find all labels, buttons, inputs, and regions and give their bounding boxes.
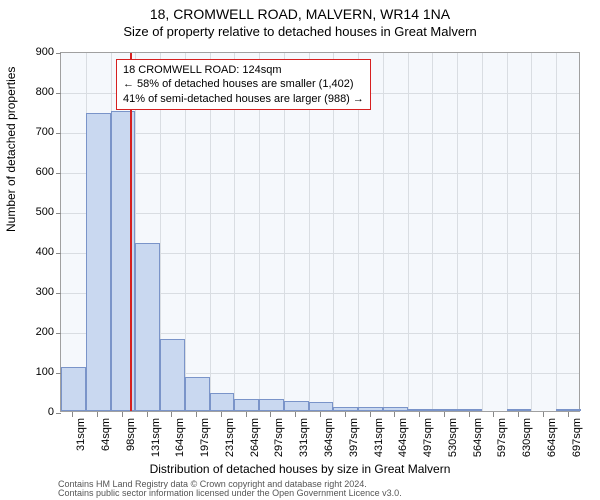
histogram-bar [185, 377, 210, 411]
xtick-mark [246, 412, 247, 417]
gridline-v [383, 53, 384, 411]
xtick-label: 664sqm [546, 418, 558, 478]
xtick-label: 98sqm [125, 418, 137, 478]
gridline-v [507, 53, 508, 411]
histogram-bar [358, 407, 383, 411]
histogram-bar [284, 401, 309, 411]
xtick-mark [196, 412, 197, 417]
gridline-v [457, 53, 458, 411]
gridline-v [482, 53, 483, 411]
xtick-mark [394, 412, 395, 417]
ytick-mark [56, 173, 61, 174]
xtick-mark [221, 412, 222, 417]
xtick-mark [493, 412, 494, 417]
ytick-mark [56, 333, 61, 334]
xtick-mark [97, 412, 98, 417]
xtick-label: 297sqm [273, 418, 285, 478]
xtick-label: 164sqm [174, 418, 186, 478]
histogram-bar [234, 399, 259, 411]
xtick-mark [370, 412, 371, 417]
xtick-label: 31sqm [75, 418, 87, 478]
xtick-label: 64sqm [100, 418, 112, 478]
xtick-mark [171, 412, 172, 417]
histogram-bar [160, 339, 185, 411]
xtick-label: 231sqm [224, 418, 236, 478]
xtick-label: 331sqm [298, 418, 310, 478]
histogram-bar [507, 409, 532, 411]
xtick-mark [444, 412, 445, 417]
histogram-bar [408, 409, 433, 411]
histogram-bar [210, 393, 235, 411]
ytick-mark [56, 253, 61, 254]
xtick-label: 697sqm [571, 418, 583, 478]
histogram-bar [259, 399, 284, 411]
ytick-label: 500 [6, 206, 54, 218]
histogram-bar [86, 113, 111, 411]
gridline-v [556, 53, 557, 411]
xtick-mark [270, 412, 271, 417]
xtick-label: 497sqm [422, 418, 434, 478]
annotation-line: 41% of semi-detached houses are larger (… [123, 92, 364, 106]
page-title: 18, CROMWELL ROAD, MALVERN, WR14 1NA [0, 6, 600, 24]
xtick-label: 364sqm [323, 418, 335, 478]
ytick-mark [56, 213, 61, 214]
xtick-label: 197sqm [199, 418, 211, 478]
xtick-mark [147, 412, 148, 417]
xtick-label: 397sqm [348, 418, 360, 478]
ytick-mark [56, 413, 61, 414]
gridline-v [432, 53, 433, 411]
ytick-label: 400 [6, 246, 54, 258]
gridline-h [61, 213, 579, 214]
xtick-mark [72, 412, 73, 417]
chart-plot-area: 18 CROMWELL ROAD: 124sqm← 58% of detache… [60, 52, 580, 412]
histogram-bar [309, 402, 334, 411]
histogram-bar [457, 409, 482, 411]
ytick-label: 600 [6, 166, 54, 178]
xtick-mark [568, 412, 569, 417]
ytick-mark [56, 133, 61, 134]
ytick-mark [56, 53, 61, 54]
ytick-label: 900 [6, 46, 54, 58]
gridline-v [408, 53, 409, 411]
gridline-h [61, 133, 579, 134]
xtick-label: 530sqm [447, 418, 459, 478]
xtick-label: 597sqm [496, 418, 508, 478]
xtick-mark [320, 412, 321, 417]
gridline-h [61, 173, 579, 174]
chart-footnote: Contains HM Land Registry data © Crown c… [58, 480, 402, 499]
ytick-label: 800 [6, 86, 54, 98]
xtick-mark [469, 412, 470, 417]
gridline-v [531, 53, 532, 411]
ytick-label: 0 [6, 406, 54, 418]
annotation-box: 18 CROMWELL ROAD: 124sqm← 58% of detache… [116, 59, 371, 110]
xtick-label: 431sqm [373, 418, 385, 478]
histogram-bar [556, 409, 581, 411]
xtick-label: 564sqm [472, 418, 484, 478]
ytick-mark [56, 93, 61, 94]
histogram-bar [333, 407, 358, 411]
xtick-label: 464sqm [397, 418, 409, 478]
histogram-bar [61, 367, 86, 411]
xtick-mark [419, 412, 420, 417]
xtick-label: 630sqm [521, 418, 533, 478]
xtick-label: 131sqm [150, 418, 162, 478]
xtick-label: 264sqm [249, 418, 261, 478]
annotation-line: ← 58% of detached houses are smaller (1,… [123, 77, 364, 91]
xtick-mark [518, 412, 519, 417]
histogram-bar [383, 407, 408, 411]
xtick-mark [122, 412, 123, 417]
page-subtitle: Size of property relative to detached ho… [0, 24, 600, 40]
ytick-label: 700 [6, 126, 54, 138]
annotation-line: 18 CROMWELL ROAD: 124sqm [123, 63, 364, 77]
ytick-label: 200 [6, 326, 54, 338]
ytick-mark [56, 293, 61, 294]
xtick-mark [543, 412, 544, 417]
xtick-mark [345, 412, 346, 417]
ytick-label: 300 [6, 286, 54, 298]
histogram-bar [135, 243, 160, 411]
ytick-label: 100 [6, 366, 54, 378]
histogram-bar [432, 409, 457, 411]
xtick-mark [295, 412, 296, 417]
